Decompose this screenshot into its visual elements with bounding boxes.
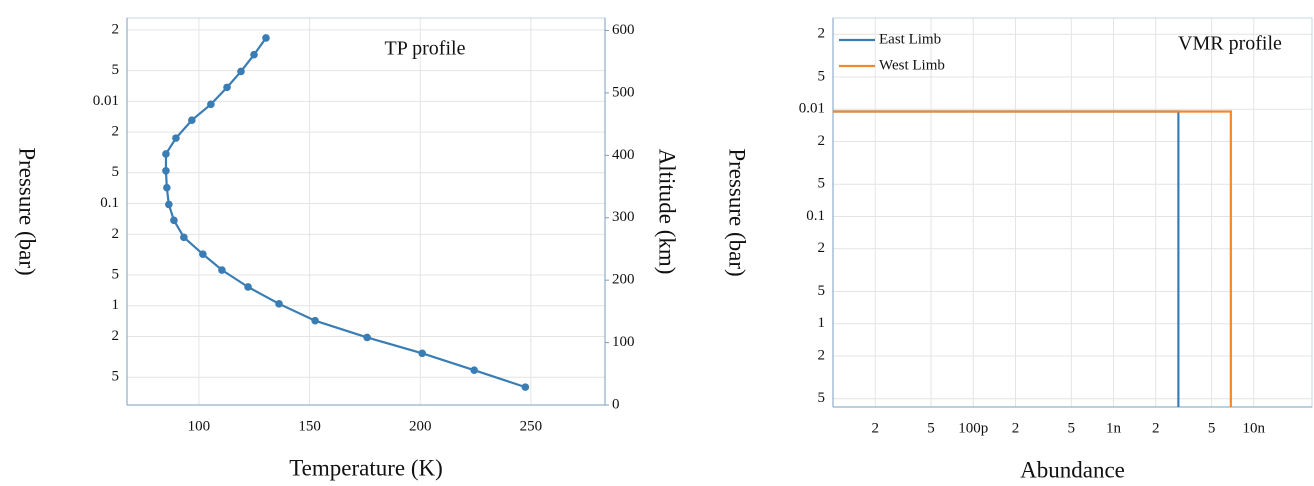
y-tick-label: 5	[818, 176, 826, 192]
y-tick-label: 5	[112, 62, 120, 78]
series-line	[833, 110, 1180, 407]
y2-tick-label: 100	[612, 334, 635, 350]
y2-tick-label: 400	[612, 147, 635, 163]
x-axis-label: Temperature (K)	[289, 455, 443, 480]
marker	[521, 383, 530, 391]
y-tick-label: 2	[818, 26, 826, 42]
x-tick-label: 5	[1068, 420, 1076, 436]
y2-tick-label: 200	[612, 272, 635, 288]
y-axis-label: Pressure (bar)	[15, 147, 40, 275]
y2-tick-label: 600	[612, 22, 635, 38]
x-tick-label: 2	[871, 420, 879, 436]
marker	[207, 100, 215, 109]
y-tick-label: 1	[818, 315, 826, 331]
y-tick-label: 2	[818, 347, 826, 363]
y-tick-label: 5	[112, 266, 120, 282]
x-tick-label: 1n	[1106, 420, 1122, 436]
marker	[218, 266, 226, 274]
series-line	[833, 110, 1232, 407]
marker	[170, 216, 178, 225]
marker	[311, 316, 319, 325]
chart-title: TP profile	[385, 38, 466, 60]
x-axis-label: Abundance	[1020, 457, 1125, 482]
marker	[163, 183, 171, 192]
y-tick-label: 5	[818, 68, 826, 84]
y-tick-label: 0.1	[100, 195, 119, 211]
y-tick-label: 0.01	[93, 93, 119, 109]
marker	[275, 300, 283, 308]
legend-label: East Limb	[879, 31, 941, 47]
y2-axis-label: Altitude (km)	[655, 149, 680, 275]
y-tick-label: 5	[818, 390, 826, 406]
marker	[180, 233, 188, 242]
y-axis-label: Pressure (bar)	[725, 148, 750, 276]
x-tick-label: 10n	[1243, 420, 1266, 436]
plot-frame	[832, 17, 1313, 408]
marker	[470, 366, 479, 375]
y-tick-label: 0.1	[806, 208, 825, 224]
y-tick-label: 2	[112, 124, 120, 140]
y-tick-label: 2	[112, 328, 120, 344]
marker	[244, 283, 252, 291]
marker	[223, 83, 231, 92]
marker	[237, 67, 245, 76]
y-tick-label: 5	[112, 164, 120, 180]
chart-title: VMR profile	[1178, 33, 1282, 55]
marker	[162, 150, 170, 158]
y-tick-label: 1	[112, 297, 120, 313]
marker	[188, 116, 196, 125]
y-tick-label: 5	[112, 369, 120, 385]
x-tick-label: 250	[520, 418, 543, 434]
y-tick-label: 2	[818, 240, 826, 256]
marker	[172, 134, 180, 142]
legend-label: West Limb	[879, 57, 945, 73]
x-tick-label: 2	[1152, 420, 1160, 436]
x-tick-label: 100	[188, 418, 211, 434]
marker	[199, 250, 207, 259]
y-tick-label: 5	[818, 283, 826, 299]
marker	[250, 50, 258, 59]
series-line	[164, 37, 526, 389]
marker	[262, 34, 270, 42]
marker	[418, 349, 427, 358]
y2-tick-label: 300	[612, 209, 635, 225]
marker	[165, 200, 173, 209]
y-tick-label: 2	[112, 21, 120, 37]
x-tick-label: 100p	[958, 420, 988, 436]
y2-tick-label: 500	[612, 84, 635, 100]
y-tick-label: 2	[818, 133, 826, 149]
y-tick-label: 2	[112, 226, 120, 242]
x-tick-label: 150	[298, 418, 321, 434]
y2-tick-label: 0	[612, 396, 620, 412]
marker	[363, 333, 371, 342]
marker	[162, 166, 170, 175]
x-tick-label: 5	[1208, 420, 1216, 436]
x-tick-label: 2	[1012, 420, 1020, 436]
x-tick-label: 200	[409, 418, 432, 434]
y-tick-label: 0.01	[799, 101, 825, 117]
x-tick-label: 5	[927, 420, 935, 436]
